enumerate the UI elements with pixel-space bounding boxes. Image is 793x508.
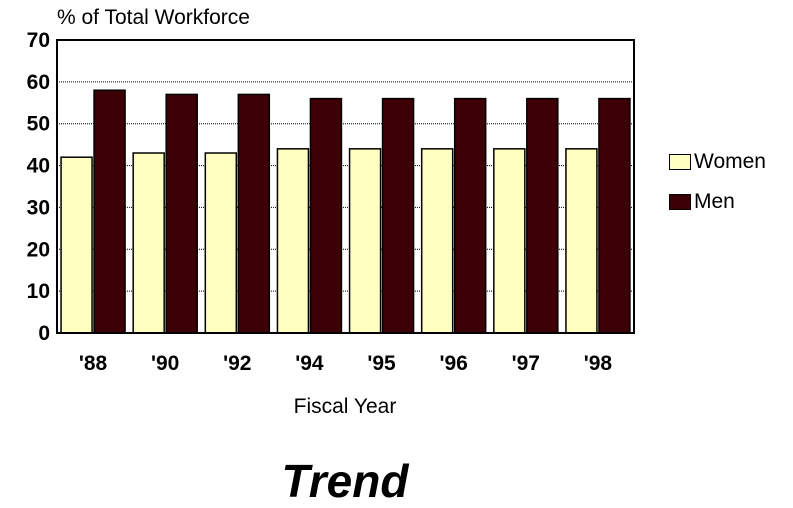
bar-women bbox=[132, 152, 165, 334]
y-tick-label: 50 bbox=[27, 113, 50, 136]
bar-men bbox=[453, 97, 487, 334]
bar-men bbox=[165, 93, 198, 334]
x-tick-label: '97 bbox=[512, 352, 540, 375]
y-tick-label: 0 bbox=[38, 322, 50, 345]
x-tick-label: '94 bbox=[295, 352, 324, 375]
bar-men bbox=[309, 97, 343, 334]
legend-label-men: Men bbox=[694, 190, 735, 213]
y-tick-label: 10 bbox=[27, 280, 50, 303]
bar-women bbox=[420, 148, 454, 334]
bar-men bbox=[598, 97, 631, 334]
bar-men bbox=[526, 97, 559, 334]
bar-men bbox=[237, 93, 271, 334]
x-tick-label: '96 bbox=[440, 352, 468, 375]
x-tick-label: '92 bbox=[223, 352, 251, 375]
y-tick-label: 70 bbox=[27, 29, 50, 52]
y-tick-label: 20 bbox=[27, 238, 50, 261]
y-tick-label: 40 bbox=[27, 155, 50, 178]
plot-frame bbox=[56, 39, 635, 334]
bar-men bbox=[381, 97, 415, 334]
x-tick-label: '95 bbox=[367, 352, 396, 375]
legend: Women Men bbox=[669, 150, 766, 230]
bar-women bbox=[204, 152, 238, 334]
bar-women bbox=[60, 156, 93, 334]
legend-swatch-men bbox=[669, 194, 691, 210]
chart-title: Trend bbox=[281, 455, 409, 507]
bar-women bbox=[348, 148, 382, 334]
legend-label-women: Women bbox=[694, 150, 766, 173]
legend-swatch-women bbox=[669, 154, 691, 170]
x-tick-label: '90 bbox=[151, 352, 179, 375]
legend-item-women: Women bbox=[669, 150, 766, 174]
x-axis-label: Fiscal Year bbox=[293, 395, 397, 418]
legend-item-men: Men bbox=[669, 190, 766, 214]
x-tick-label: '98 bbox=[584, 352, 613, 375]
y-tick-label: 30 bbox=[27, 196, 50, 219]
x-tick-label: '88 bbox=[79, 352, 108, 375]
bar-women bbox=[565, 148, 598, 334]
y-axis-label: % of Total Workforce bbox=[57, 6, 250, 29]
bar-women bbox=[493, 148, 526, 334]
bar-men bbox=[93, 89, 126, 334]
y-tick-label: 60 bbox=[27, 71, 50, 94]
bar-women bbox=[276, 148, 310, 334]
